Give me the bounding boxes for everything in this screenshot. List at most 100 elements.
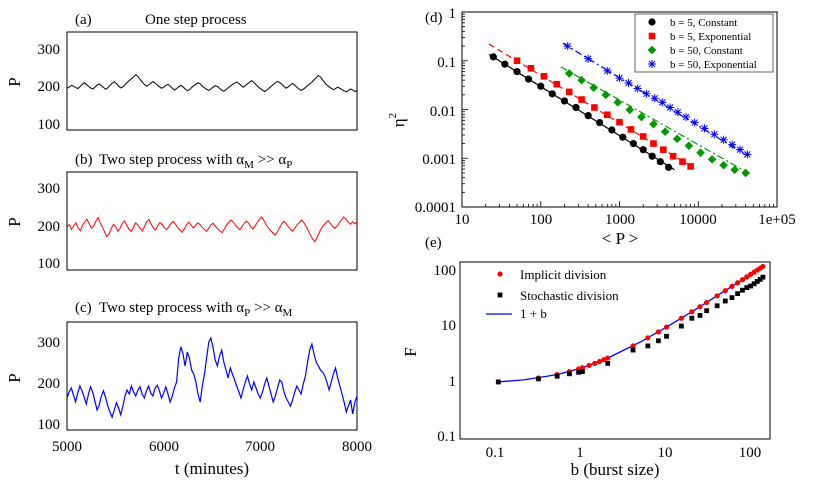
panel-e-point-s1-5 [580,369,585,374]
panel-b-ylabel: P [5,217,24,226]
panel-a-ytick-200: 200 [38,79,61,95]
panel-d: (d) 1 0.1 0.01 0.001 0.0001 10 100 1000 … [387,6,796,248]
panel-d-point-s2-15 [741,168,750,178]
panel-e-point-s0-15 [678,315,684,321]
panel-e-point-s1-21 [748,283,754,289]
panel-e-label: (e) [425,235,442,251]
panel-d-point-s0-5 [548,90,556,98]
panel-e-legend-label-2: 1 + b [520,306,547,321]
panel-d-point-s2-9 [672,134,682,144]
panel-e-ylabel: F [401,347,420,356]
panel-d-point-s1-4 [565,88,573,96]
panel-c-xtick-5000: 5000 [52,439,82,455]
panel-d-xtick-100: 100 [530,212,553,228]
panel-e-point-s0-23 [739,277,746,283]
panel-e-point-s1-20 [744,285,750,290]
panel-e: (e) 100 10 1 0.1 0.1 1 10 100 b (burst s… [401,235,771,479]
panel-d-point-s2-5 [625,105,635,115]
panel-e-frame [459,261,771,440]
panel-d-point-s1-10 [639,133,647,140]
panel-d-point-s2-4 [613,98,623,107]
panel-e-point-s0-22 [734,280,741,286]
panel-d-legend-label-3: b = 50, Exponential [670,59,757,71]
panel-e-ytick-0.1: 0.1 [437,429,456,445]
panel-e-xtick-0.1: 0.1 [486,445,505,461]
panel-e-point-s0-5 [579,365,586,371]
panel-b-ytick-200: 200 [38,219,61,235]
panel-e-point-s1-8 [645,343,651,349]
panel-e-point-s1-9 [655,338,661,344]
panel-d-marks [461,11,778,208]
panel-d-point-s3-6 [642,89,651,98]
panel-b-series-line [66,216,358,243]
panel-c-frame [66,321,358,431]
panel-d-point-s0-6 [560,97,569,105]
panel-d-fit-line-2 [560,66,750,175]
panel-d-xtick-10: 10 [455,212,470,228]
panel-d-legend-label-2: b = 50, Constant [670,45,743,57]
panel-d-legend-marker-2 [647,45,657,55]
panel-e-point-s0-10 [605,355,611,361]
panel-d-point-s3-5 [633,84,642,93]
panel-d-point-s0-16 [664,163,673,171]
panel-e-point-s0-24 [744,274,750,280]
panel-d-point-s3-0 [563,42,572,51]
panel-d-point-s3-8 [658,98,667,107]
panel-e-ytick-10: 10 [441,318,456,334]
panel-d-point-s2-11 [696,148,705,157]
panel-d-legend-label-1: b = 5, Exponential [670,31,751,43]
panel-c-xtick-8000: 8000 [342,439,372,455]
panel-d-point-s0-12 [629,139,637,148]
panel-c-ytick-200: 200 [38,376,61,392]
panel-d-point-s0-11 [619,133,627,141]
panel-d-point-s3-14 [710,130,719,139]
panel-d-point-s3-11 [682,113,691,122]
panel-e-point-s0-16 [689,309,695,315]
panel-c-ytick-300: 300 [38,335,61,351]
panel-b-ytick-100: 100 [38,256,61,272]
panel-e-point-s1-1 [536,376,541,382]
panel-e-point-s0-7 [592,360,598,366]
panel-d-point-s0-8 [584,111,592,120]
panel-d-point-s0-1 [501,60,509,68]
panel-d-xtick-1000: 1000 [605,212,635,228]
panel-e-xtick-10: 10 [658,445,673,461]
panel-c-xlabel: t (minutes) [175,459,249,478]
panel-d-point-s3-2 [603,66,612,75]
panel-e-legend: Implicit division Stochastic division 1 … [486,267,619,321]
panel-d-point-s2-6 [637,112,646,122]
panel-d-point-s2-12 [707,155,717,164]
panel-e-legend-label-1: Stochastic division [520,288,619,303]
panel-e-point-s0-13 [655,329,661,335]
panel-e-point-s0-20 [722,288,728,294]
panel-e-point-s0-29 [760,263,766,270]
panel-d-point-s2-10 [684,141,694,151]
panel-d-point-s2-0 [564,69,574,78]
panel-d-point-s1-2 [540,72,548,80]
panel-e-ytick-1: 1 [449,374,457,390]
panel-c-label: (c) [75,300,92,316]
panel-d-legend-box [634,13,774,73]
panel-e-point-s1-25 [760,274,766,280]
panel-d-point-s3-1 [584,54,593,63]
panel-e-point-s1-6 [605,360,611,366]
panel-d-point-s1-1 [527,65,535,72]
panel-d-point-s1-12 [660,146,667,153]
panel-d-xlabel: < P > [602,229,639,248]
panel-d-point-s2-2 [589,83,598,93]
panel-d-point-s2-7 [649,119,658,129]
panel-d-legend: b = 5, Constant b = 5, Exponential b = 5… [634,13,774,73]
panel-d-ytick-0.001: 0.001 [422,152,456,168]
panel-e-point-s1-3 [567,371,572,377]
panel-d-point-s0-2 [513,67,521,76]
panel-a-label: (a) [75,12,92,28]
panel-d-point-s3-17 [736,145,745,154]
panel-d-point-s0-9 [596,118,604,127]
panel-d-point-s3-9 [666,103,675,112]
panel-e-point-s1-24 [757,276,763,282]
panel-e-legend-marker-1 [497,292,503,298]
panel-e-point-s1-4 [576,369,581,375]
panel-d-point-s1-6 [591,104,598,111]
panel-d-ytick-0.0001: 0.0001 [415,200,456,216]
panel-d-point-s3-13 [700,124,709,133]
